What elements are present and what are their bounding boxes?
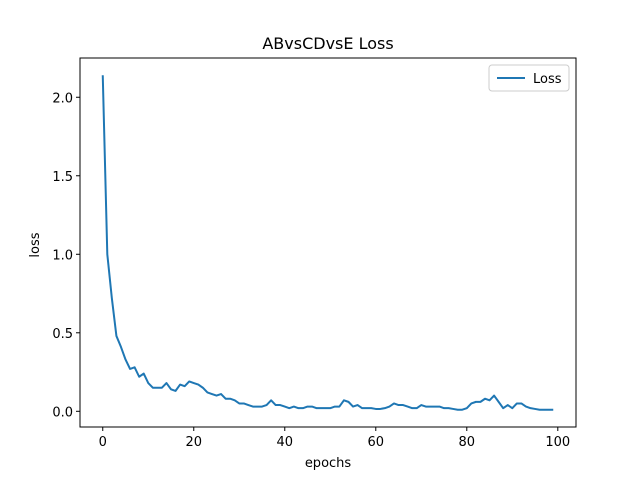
x-tick-label: 60 [368, 435, 385, 450]
plot-area: 0 20 40 60 80 100 0.0 0.5 1.0 1.5 2.0 Loss [52, 57, 577, 450]
x-tick-label: 40 [276, 435, 293, 450]
series-line-1 [101, 75, 554, 411]
y-tick-label: 0.0 [52, 405, 73, 420]
y-tick-label: 1.5 [52, 170, 73, 185]
y-tick-label: 0.5 [52, 327, 73, 342]
y-tick-label: 1.0 [52, 248, 73, 263]
x-tick-label: 80 [459, 435, 476, 450]
y-tick-label: 2.0 [52, 91, 73, 106]
plot-frame [79, 57, 577, 428]
x-tick-label: 0 [99, 435, 107, 450]
x-tick-label: 100 [545, 435, 570, 450]
legend-label: Loss [533, 72, 562, 87]
y-axis-label: loss [28, 232, 43, 257]
x-tick-label: 20 [185, 435, 202, 450]
x-axis-label: epochs [305, 456, 352, 471]
chart-title: ABvsCDvsE Loss [262, 34, 393, 53]
legend-box [488, 64, 570, 92]
